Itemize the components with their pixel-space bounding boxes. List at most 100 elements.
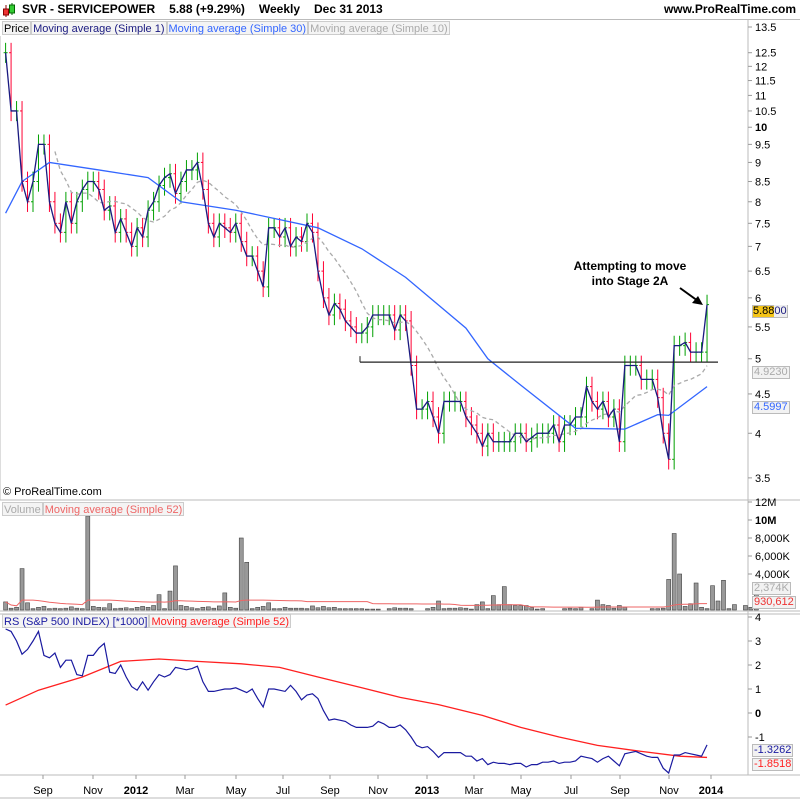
legend-price[interactable]: Price (2, 21, 32, 35)
volume-bar (693, 582, 699, 611)
legend-volume[interactable]: Volume (2, 502, 43, 516)
volume-bar (441, 608, 447, 611)
x-tick-label: Mar (176, 785, 195, 797)
volume-bar (189, 607, 195, 611)
legend-ma30[interactable]: Moving average (Simple 30) (166, 21, 309, 35)
rs-legend: RS (S&P 500 INDEX) [*1000] Moving averag… (2, 614, 292, 628)
volume-bar (337, 608, 343, 611)
volume-bar (195, 608, 200, 611)
volume-bar (118, 607, 123, 611)
volume-bar (326, 607, 332, 611)
annotation-text: Attempting to move into Stage 2A (565, 259, 695, 289)
legend-rs-ma[interactable]: Moving average (Simple 52) (149, 614, 292, 628)
volume-bar (321, 606, 326, 611)
volume-bar (578, 606, 584, 611)
price-tick-label: 9.5 (755, 139, 770, 151)
last-price-value: 5.88 (753, 305, 775, 317)
volume-bar (271, 608, 277, 611)
volume-bar (704, 608, 710, 611)
rs-ma-line (5, 658, 708, 759)
volume-bar (255, 606, 260, 611)
volume-bar (74, 607, 80, 611)
ma10-line (54, 151, 708, 440)
price-tick-label: 13.5 (755, 22, 776, 34)
volume-bar (354, 608, 359, 611)
volume-bar (436, 600, 441, 611)
rs-tick-label: 1 (755, 684, 761, 696)
rs-tick-label: -1 (755, 732, 765, 744)
symbol-title: SVR - SERVICEPOWER (22, 2, 156, 16)
volume-bar (58, 608, 63, 611)
volume-bar (315, 607, 321, 611)
volume-bar (277, 608, 282, 611)
volume-bar (233, 607, 239, 611)
volume-bar (710, 585, 715, 611)
volume-bar (266, 602, 271, 611)
price-tick-label: 5.5 (755, 322, 770, 334)
volume-ma-line (5, 599, 708, 608)
volume-bar (304, 608, 310, 611)
volume-bar (47, 608, 52, 611)
volume-bar (397, 607, 403, 611)
price-tick-label: 5 (755, 354, 761, 366)
ma30-tag: 4.5997 (752, 401, 790, 414)
x-tick-label: 2014 (699, 785, 724, 797)
x-tick-label: May (511, 785, 532, 797)
volume-bar (200, 606, 206, 611)
volume-tick-label: 10M (755, 515, 776, 527)
volume-bar (660, 607, 666, 611)
volume-bar (348, 608, 354, 611)
volume-bar (463, 607, 469, 611)
volume-bar (375, 608, 381, 611)
rs-ma-tag: -1.8518 (752, 758, 794, 771)
legend-rs[interactable]: RS (S&P 500 INDEX) [*1000] (2, 614, 150, 628)
volume-bar (512, 605, 518, 611)
legend-ma10[interactable]: Moving average (Simple 10) (308, 21, 450, 35)
x-tick-label: Nov (659, 785, 679, 797)
price-tick-label: 11.5 (755, 76, 776, 88)
volume-bar (217, 605, 222, 611)
volume-bar (101, 607, 107, 611)
price-tick-label: 3.5 (755, 473, 770, 485)
volume-bar (211, 607, 217, 611)
volume-bar (151, 605, 156, 611)
price-tick-label: 9 (755, 157, 761, 169)
volume-bar (293, 607, 299, 611)
volume-bar (167, 590, 173, 611)
volume-bar (721, 579, 726, 611)
volume-bar (184, 606, 189, 611)
price-tick-label: 10.5 (755, 106, 776, 118)
volume-bar (408, 608, 414, 611)
volume-bar (469, 608, 474, 611)
x-tick-label: Sep (33, 785, 53, 797)
site-link[interactable]: www.ProRealTime.com (663, 2, 796, 16)
volume-bar (403, 607, 408, 611)
x-tick-label: Sep (320, 785, 340, 797)
volume-bar (491, 595, 496, 611)
volume-bar (162, 608, 167, 611)
volume-bar (134, 606, 140, 611)
volume-bar (96, 606, 102, 611)
volume-bar (699, 606, 704, 611)
volume-bar (173, 565, 178, 611)
volume-bar (178, 605, 184, 611)
volume-bar (227, 606, 233, 611)
price-tick-label: 10 (755, 122, 767, 134)
volume-bar (425, 608, 430, 611)
volume-bar (69, 606, 74, 611)
last-quote: 5.88 (+9.29%) (169, 2, 245, 16)
legend-volume-ma[interactable]: Moving average (Simple 52) (42, 502, 185, 516)
ma30-line (5, 161, 708, 430)
candlestick-logo-icon (3, 3, 15, 17)
volume-bar (474, 604, 480, 611)
x-tick-label: 2012 (124, 785, 148, 797)
price-tick-label: 6 (755, 293, 761, 305)
x-tick-label: Jul (564, 785, 578, 797)
volume-bar (452, 607, 458, 611)
price-tick-label: 6.5 (755, 266, 770, 278)
price-tick-label: 4.5 (755, 389, 770, 401)
volume-bar (611, 607, 617, 611)
volume-bar (238, 537, 244, 611)
volume-bar (501, 586, 507, 611)
legend-ma1[interactable]: Moving average (Simple 1) (31, 21, 167, 35)
